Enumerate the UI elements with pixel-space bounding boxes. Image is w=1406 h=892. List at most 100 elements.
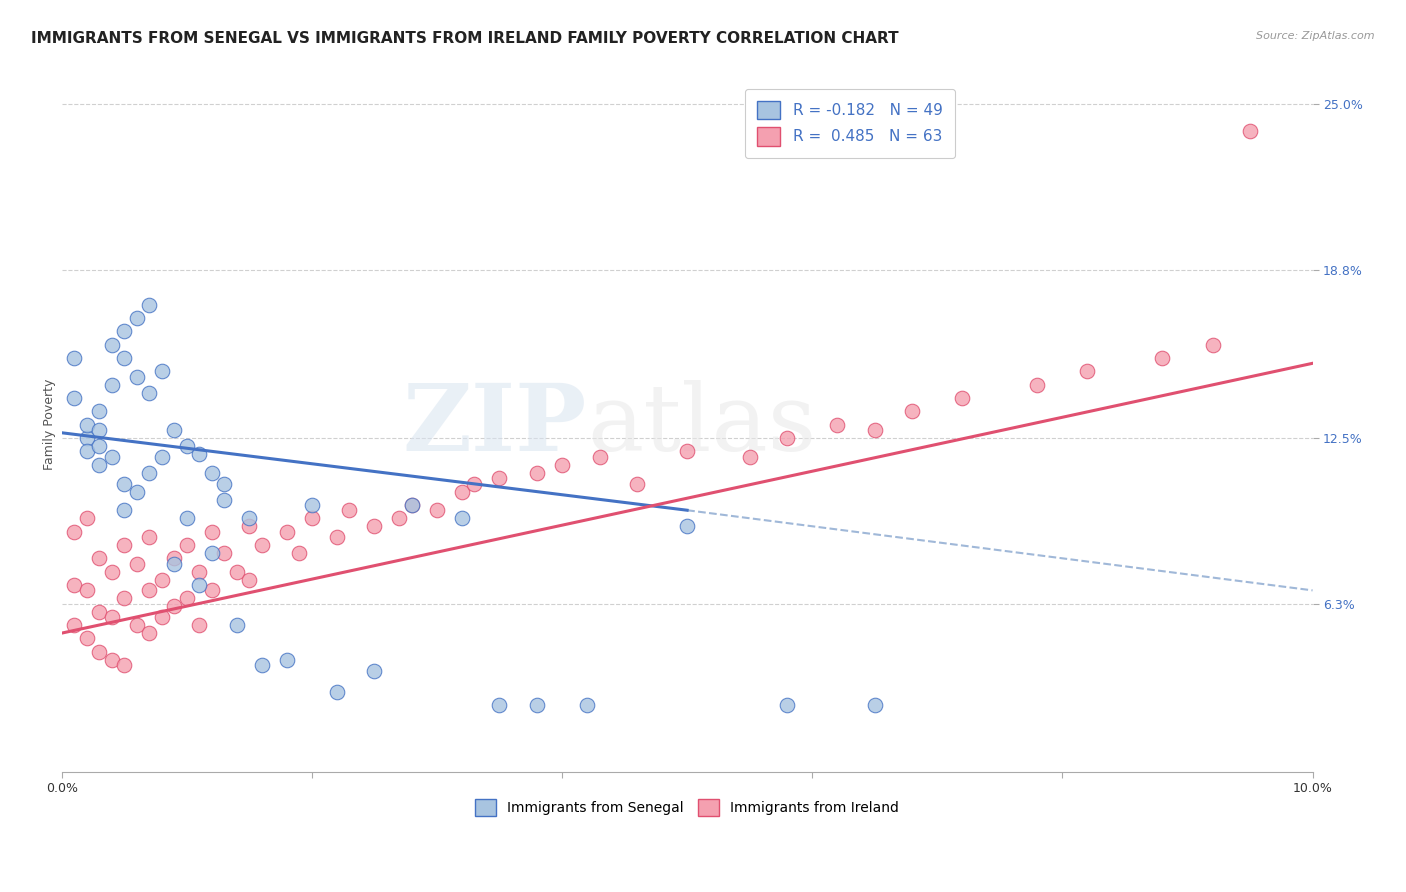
- Point: [326, 530, 349, 544]
- Point: [551, 458, 574, 472]
- Point: [576, 698, 599, 713]
- Point: [488, 471, 510, 485]
- Point: [250, 538, 273, 552]
- Point: [112, 503, 135, 517]
- Point: [163, 551, 186, 566]
- Point: [401, 498, 423, 512]
- Point: [112, 538, 135, 552]
- Point: [89, 439, 111, 453]
- Point: [188, 565, 211, 579]
- Point: [1076, 364, 1098, 378]
- Point: [301, 498, 323, 512]
- Point: [676, 519, 699, 533]
- Point: [388, 511, 411, 525]
- Point: [238, 519, 260, 533]
- Point: [150, 364, 173, 378]
- Point: [326, 685, 349, 699]
- Point: [138, 297, 160, 311]
- Point: [150, 573, 173, 587]
- Point: [201, 466, 224, 480]
- Point: [1239, 124, 1261, 138]
- Point: [163, 423, 186, 437]
- Point: [950, 391, 973, 405]
- Point: [201, 583, 224, 598]
- Point: [188, 578, 211, 592]
- Point: [863, 423, 886, 437]
- Point: [63, 578, 86, 592]
- Point: [63, 351, 86, 365]
- Point: [188, 447, 211, 461]
- Point: [901, 404, 924, 418]
- Point: [100, 565, 122, 579]
- Point: [125, 484, 148, 499]
- Point: [301, 511, 323, 525]
- Point: [1152, 351, 1174, 365]
- Point: [112, 476, 135, 491]
- Point: [363, 519, 385, 533]
- Point: [176, 538, 198, 552]
- Point: [176, 591, 198, 606]
- Text: Source: ZipAtlas.com: Source: ZipAtlas.com: [1257, 31, 1375, 41]
- Point: [276, 653, 298, 667]
- Point: [526, 466, 548, 480]
- Point: [76, 417, 98, 432]
- Point: [626, 476, 648, 491]
- Point: [112, 324, 135, 338]
- Point: [125, 557, 148, 571]
- Point: [150, 450, 173, 464]
- Point: [89, 551, 111, 566]
- Point: [76, 431, 98, 445]
- Point: [588, 450, 610, 464]
- Point: [201, 524, 224, 539]
- Point: [163, 557, 186, 571]
- Point: [150, 610, 173, 624]
- Point: [225, 565, 247, 579]
- Point: [276, 524, 298, 539]
- Point: [138, 530, 160, 544]
- Point: [238, 573, 260, 587]
- Point: [463, 476, 485, 491]
- Point: [76, 583, 98, 598]
- Point: [63, 524, 86, 539]
- Point: [214, 476, 236, 491]
- Point: [100, 377, 122, 392]
- Point: [89, 605, 111, 619]
- Text: atlas: atlas: [588, 380, 817, 470]
- Point: [188, 618, 211, 632]
- Point: [176, 511, 198, 525]
- Point: [76, 511, 98, 525]
- Text: IMMIGRANTS FROM SENEGAL VS IMMIGRANTS FROM IRELAND FAMILY POVERTY CORRELATION CH: IMMIGRANTS FROM SENEGAL VS IMMIGRANTS FR…: [31, 31, 898, 46]
- Point: [125, 618, 148, 632]
- Point: [288, 546, 311, 560]
- Point: [89, 404, 111, 418]
- Point: [337, 503, 360, 517]
- Point: [201, 546, 224, 560]
- Point: [63, 618, 86, 632]
- Point: [89, 645, 111, 659]
- Point: [112, 591, 135, 606]
- Point: [63, 391, 86, 405]
- Point: [138, 385, 160, 400]
- Point: [676, 444, 699, 458]
- Point: [112, 351, 135, 365]
- Point: [488, 698, 510, 713]
- Point: [426, 503, 449, 517]
- Point: [112, 658, 135, 673]
- Point: [363, 664, 385, 678]
- Point: [1201, 337, 1223, 351]
- Point: [76, 632, 98, 646]
- Point: [738, 450, 761, 464]
- Point: [238, 511, 260, 525]
- Point: [163, 599, 186, 614]
- Point: [225, 618, 247, 632]
- Text: ZIP: ZIP: [402, 380, 588, 470]
- Point: [100, 450, 122, 464]
- Y-axis label: Family Poverty: Family Poverty: [44, 379, 56, 470]
- Point: [776, 431, 799, 445]
- Point: [250, 658, 273, 673]
- Point: [138, 626, 160, 640]
- Point: [863, 698, 886, 713]
- Point: [100, 337, 122, 351]
- Point: [138, 583, 160, 598]
- Point: [451, 511, 474, 525]
